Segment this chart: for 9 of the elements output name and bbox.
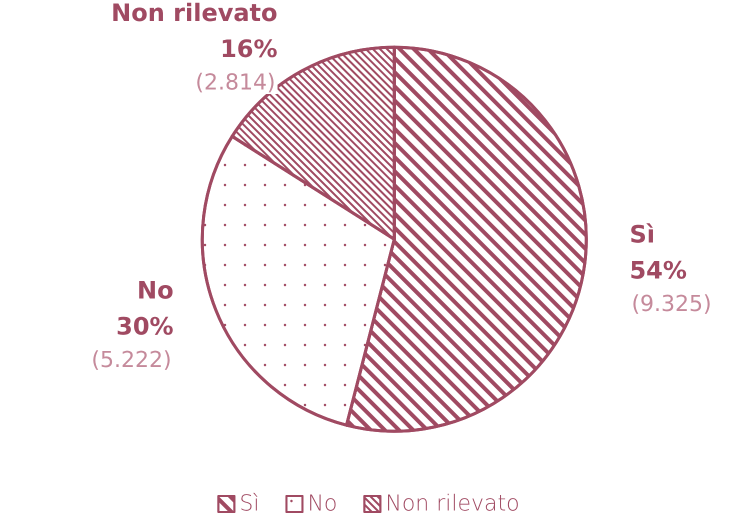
data-label: 30% (5.222) xyxy=(91,312,174,374)
legend-label: No xyxy=(307,492,338,516)
slice-label: Non rilevato xyxy=(111,0,278,27)
data-label: 16% (2.814) xyxy=(195,35,278,96)
data-label: 54% (9.325) xyxy=(629,256,712,317)
legend-label: Non rilevato xyxy=(385,492,520,516)
slice-label: No xyxy=(137,276,174,305)
slice-label: Sì xyxy=(629,220,655,248)
legend-label: Sì xyxy=(239,492,260,516)
